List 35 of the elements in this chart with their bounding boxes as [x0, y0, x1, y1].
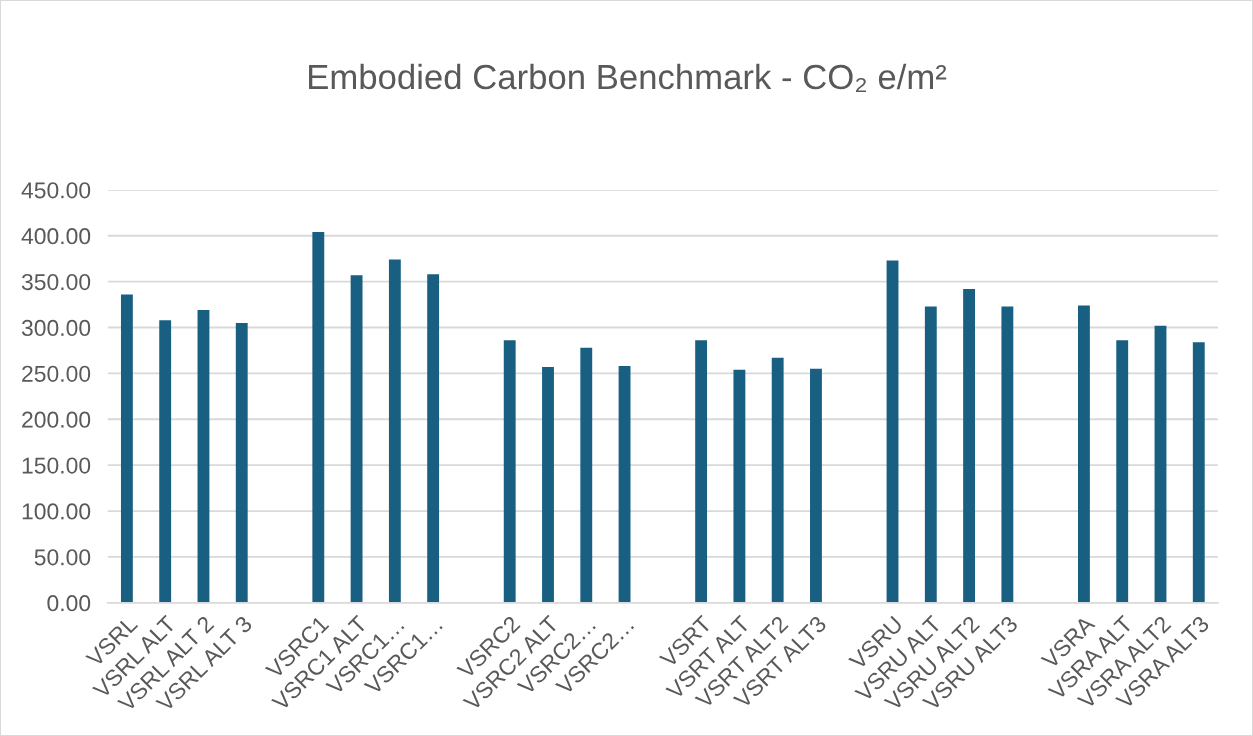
bar [618, 366, 631, 603]
y-tick-label: 250.00 [22, 365, 91, 382]
bar [1116, 340, 1129, 603]
bar [695, 340, 708, 603]
bar [542, 366, 554, 603]
bar [963, 288, 976, 603]
bar [1078, 305, 1090, 603]
bar [312, 232, 325, 603]
bar [924, 306, 937, 603]
y-tick-label: 400.00 [21, 228, 91, 245]
y-tick-label: 150.00 [22, 457, 91, 474]
bar [159, 320, 172, 603]
y-tick-label: 300.00 [21, 319, 91, 337]
y-tick-label: 450.00 [21, 182, 91, 199]
bar [886, 260, 899, 603]
y-tick-label: 100.00 [22, 503, 91, 520]
chart-title: Embodied Carbon Benchmark - CO₂ e/m² [309, 63, 947, 92]
bar [503, 340, 516, 603]
y-tick-label: 200.00 [22, 411, 91, 428]
bar [810, 368, 822, 603]
y-tick-label: 50.00 [34, 549, 91, 566]
bar [350, 275, 363, 603]
bar [197, 310, 210, 603]
bar [733, 369, 746, 603]
bar [1154, 325, 1167, 603]
bar [388, 259, 401, 603]
bar [580, 347, 593, 603]
bar [235, 322, 248, 603]
bar [120, 294, 133, 603]
bar [427, 274, 440, 603]
bar [1192, 342, 1205, 603]
bar [771, 357, 784, 603]
y-tick-label: 350.00 [21, 273, 91, 291]
bar [1001, 306, 1014, 603]
y-tick-label: 0.00 [47, 595, 91, 612]
